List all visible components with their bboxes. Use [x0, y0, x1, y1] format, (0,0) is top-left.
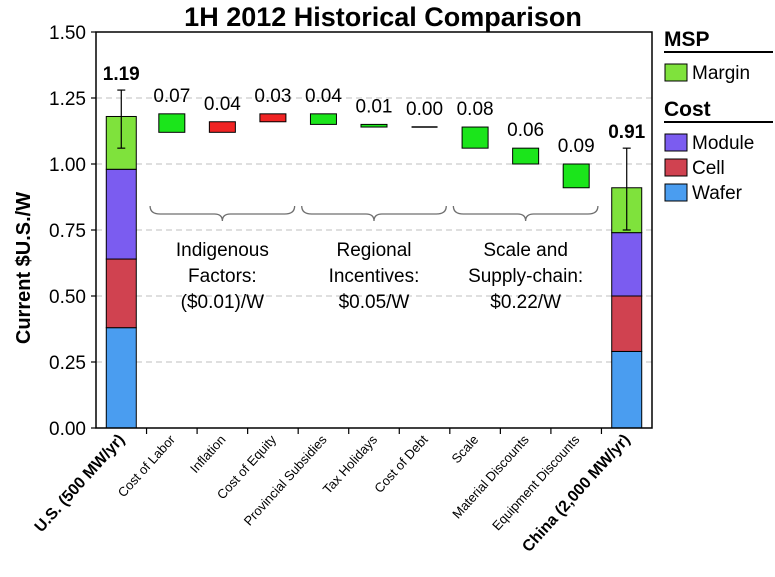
- y-tick-label: 1.50: [49, 23, 86, 44]
- grid-lines: [96, 97, 652, 363]
- legend-heading: Cost: [664, 98, 711, 121]
- legend-label: Module: [692, 133, 754, 154]
- total-label: 0.91: [608, 122, 645, 143]
- wafer-segment: [105, 327, 137, 429]
- step-label: 0.03: [254, 86, 291, 107]
- step-bar: [259, 113, 287, 123]
- x-tick-label: Cost of Debt: [371, 432, 431, 496]
- group-brace: [301, 205, 447, 222]
- group-annotation: Incentives:: [329, 266, 420, 287]
- y-tick-label: 1.00: [49, 155, 86, 176]
- y-tick-label: 0.00: [49, 419, 86, 440]
- group-annotation: $0.22/W: [490, 292, 561, 313]
- step-label: 0.09: [558, 136, 595, 157]
- step-label: 0.00: [406, 99, 443, 120]
- legend-label: Margin: [692, 63, 750, 84]
- legend-heading: MSP: [664, 28, 710, 51]
- y-axis-label: Current $U.S./W: [13, 192, 35, 344]
- step-label: 0.01: [356, 96, 393, 117]
- wafer-segment: [611, 350, 643, 429]
- group-annotation: Indigenous: [176, 240, 269, 261]
- legend-swatch: [664, 133, 688, 152]
- step-label: 0.06: [507, 120, 544, 141]
- step-label: 0.07: [153, 86, 190, 107]
- step-bar: [360, 123, 388, 128]
- step-label: 0.04: [204, 94, 241, 115]
- step-bar: [208, 121, 236, 133]
- x-tick-label: Scale: [448, 432, 481, 466]
- chart-title: 1H 2012 Historical Comparison: [184, 2, 582, 32]
- y-tick-label: 0.25: [49, 353, 86, 374]
- legend-swatch: [664, 183, 688, 202]
- legend-swatch: [664, 158, 688, 177]
- group-brace: [452, 205, 599, 222]
- step-bar: [512, 147, 540, 165]
- group-annotation: Factors:: [188, 266, 257, 287]
- x-tick-label: U.S. (500 MW/yr): [32, 431, 129, 536]
- group-annotation: Regional: [337, 240, 412, 261]
- group-brace: [149, 205, 296, 222]
- total-label: 1.19: [103, 64, 140, 85]
- legend-label: Wafer: [692, 183, 743, 204]
- cell-segment: [105, 258, 137, 329]
- step-label: 0.04: [305, 86, 342, 107]
- group-annotation: Scale and: [483, 240, 568, 261]
- cell-segment: [611, 295, 643, 352]
- y-tick-label: 0.50: [49, 287, 86, 308]
- x-tick-label: Equipment Discounts: [489, 432, 583, 534]
- step-bar: [309, 113, 337, 125]
- plot-area: 1.19 0.91 0.07 0.04 0.03 0.04 0.01 0.00 0.08 0.06…: [103, 64, 646, 429]
- x-tick-label: China (2,000 MW/yr): [519, 431, 633, 555]
- group-annotation: ($0.01)/W: [181, 292, 264, 313]
- module-segment: [105, 168, 137, 260]
- y-tick-label: 1.25: [49, 89, 86, 110]
- step-label: 0.08: [457, 99, 494, 120]
- group-annotation: Supply-chain:: [468, 266, 583, 287]
- step-bar: [461, 126, 489, 149]
- x-tick-label: Inflation: [187, 432, 229, 476]
- y-tick-label: 0.75: [49, 221, 86, 242]
- legend: MSP Margin Cost Module Cell Wafer: [664, 28, 773, 204]
- step-bar: [562, 163, 590, 189]
- legend-swatch: [664, 63, 688, 82]
- legend-label: Cell: [692, 158, 725, 179]
- step-bar: [158, 113, 186, 133]
- group-annotation: $0.05/W: [339, 292, 410, 313]
- module-segment: [611, 232, 643, 297]
